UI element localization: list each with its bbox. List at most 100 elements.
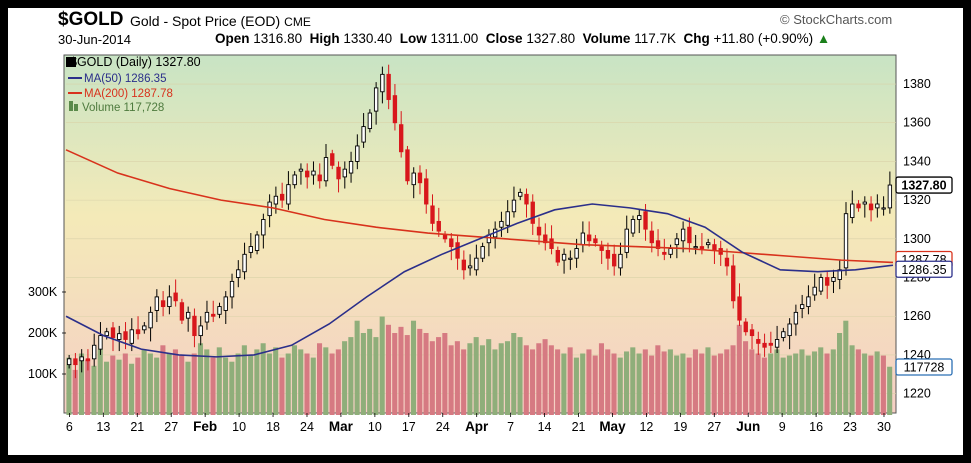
last-value-tag-text: 117728 bbox=[904, 361, 945, 375]
candle-body bbox=[768, 342, 774, 346]
candle-body bbox=[787, 323, 792, 337]
price-tick-label: 1380 bbox=[903, 77, 931, 91]
volume-bar bbox=[260, 343, 266, 415]
candle-body bbox=[799, 304, 805, 309]
volume-bar bbox=[674, 355, 680, 415]
volume-bar bbox=[248, 355, 254, 415]
volume-bar bbox=[229, 361, 235, 415]
price-tick-label: 1300 bbox=[903, 232, 931, 246]
candle-body bbox=[831, 277, 836, 282]
candle-body bbox=[706, 242, 711, 246]
volume-bar bbox=[72, 369, 78, 415]
volume-bar bbox=[561, 353, 567, 415]
price-axis: 138013601340132013001280126012401220 bbox=[903, 77, 931, 401]
volume-bar bbox=[210, 357, 216, 415]
candle-body bbox=[580, 232, 586, 246]
candle-body bbox=[160, 300, 166, 308]
candle-body bbox=[712, 244, 717, 251]
chart-subtitle: Gold - Spot Price (EOD) CME bbox=[130, 13, 311, 29]
candle-body bbox=[417, 172, 423, 184]
volume-bar bbox=[448, 345, 454, 415]
volume-bar bbox=[323, 347, 329, 415]
volume-bar bbox=[166, 353, 172, 415]
candle-body bbox=[662, 251, 667, 255]
last-value-tag bbox=[895, 260, 953, 278]
volume-bar bbox=[498, 343, 504, 415]
date-tick-label: Apr bbox=[465, 419, 489, 434]
volume-tick-label: 300K bbox=[28, 285, 58, 299]
volume-bar bbox=[580, 353, 586, 415]
volume-bar bbox=[686, 357, 692, 415]
candle-body bbox=[749, 329, 755, 337]
candle-body bbox=[217, 306, 222, 315]
volume-bar bbox=[542, 339, 548, 415]
volume-bar bbox=[830, 349, 836, 415]
candle-body bbox=[699, 246, 705, 249]
close-value: 1327.80 bbox=[526, 31, 576, 46]
volume-bar bbox=[592, 355, 598, 415]
candle-body bbox=[875, 203, 880, 209]
candle-body bbox=[693, 246, 698, 249]
candle-body bbox=[612, 253, 617, 267]
date-tick-label: 7 bbox=[507, 420, 514, 434]
volume-bar bbox=[649, 355, 655, 415]
volume-bar bbox=[78, 353, 84, 415]
candle-body bbox=[887, 184, 893, 209]
candle-body bbox=[781, 331, 786, 338]
volume-bar bbox=[699, 353, 705, 415]
volume-bar bbox=[855, 349, 861, 415]
volume-bar bbox=[743, 341, 749, 415]
volume-bar bbox=[642, 349, 648, 415]
candle-body bbox=[643, 211, 648, 230]
change-label: Chg bbox=[683, 31, 710, 46]
candle-body bbox=[367, 112, 373, 129]
candle-body bbox=[198, 325, 203, 337]
candle-body bbox=[305, 170, 310, 178]
volume-bar bbox=[523, 345, 529, 415]
volume-bar bbox=[116, 359, 122, 415]
change-value: +11.80 (+0.90%) bbox=[713, 31, 814, 46]
price-tick-label: 1360 bbox=[903, 116, 931, 130]
volume-bar bbox=[85, 359, 91, 415]
candle-body bbox=[536, 226, 542, 236]
chart-legend: $GOLD (Daily) 1327.80 MA(50) 1286.35 MA(… bbox=[66, 55, 201, 114]
price-tick-label: 1260 bbox=[903, 309, 931, 323]
legend-volume: Volume 117,728 bbox=[82, 102, 164, 114]
date-tick-label: 23 bbox=[843, 420, 857, 434]
volume-bar bbox=[555, 349, 561, 415]
candle-body bbox=[818, 277, 824, 292]
volume-value: 117.7K bbox=[634, 31, 676, 46]
volume-bar bbox=[780, 357, 786, 415]
stockcharts-brand[interactable]: © StockCharts.com bbox=[780, 12, 893, 27]
high-value: 1330.40 bbox=[343, 31, 393, 46]
candle-body bbox=[543, 234, 548, 244]
candle-body bbox=[586, 234, 592, 242]
candle-body bbox=[386, 73, 391, 100]
candle-body bbox=[850, 203, 855, 219]
candle-body bbox=[467, 265, 473, 269]
candle-body bbox=[311, 170, 316, 176]
volume-bar bbox=[141, 349, 147, 415]
volume-bar bbox=[342, 341, 348, 415]
candle-body bbox=[599, 246, 604, 251]
candle-body bbox=[649, 230, 654, 244]
candle-body bbox=[179, 302, 185, 321]
candle-body bbox=[668, 248, 673, 255]
volume-bars bbox=[66, 316, 893, 415]
low-label: Low bbox=[399, 31, 427, 46]
volume-bar bbox=[799, 349, 805, 415]
volume-bar bbox=[423, 333, 429, 415]
date-tick-label: 14 bbox=[538, 420, 552, 434]
volume-bar bbox=[793, 353, 799, 415]
volume-bar bbox=[730, 345, 736, 415]
volume-bar bbox=[197, 343, 204, 415]
volume-bar bbox=[636, 353, 642, 415]
candle-body bbox=[135, 329, 141, 335]
candle-body bbox=[449, 238, 454, 248]
volume-bar bbox=[511, 333, 517, 415]
date-tick-label: 12 bbox=[639, 420, 653, 434]
date-tick-label: 24 bbox=[300, 420, 314, 434]
volume-bar bbox=[216, 347, 222, 415]
volume-bar bbox=[874, 351, 880, 415]
